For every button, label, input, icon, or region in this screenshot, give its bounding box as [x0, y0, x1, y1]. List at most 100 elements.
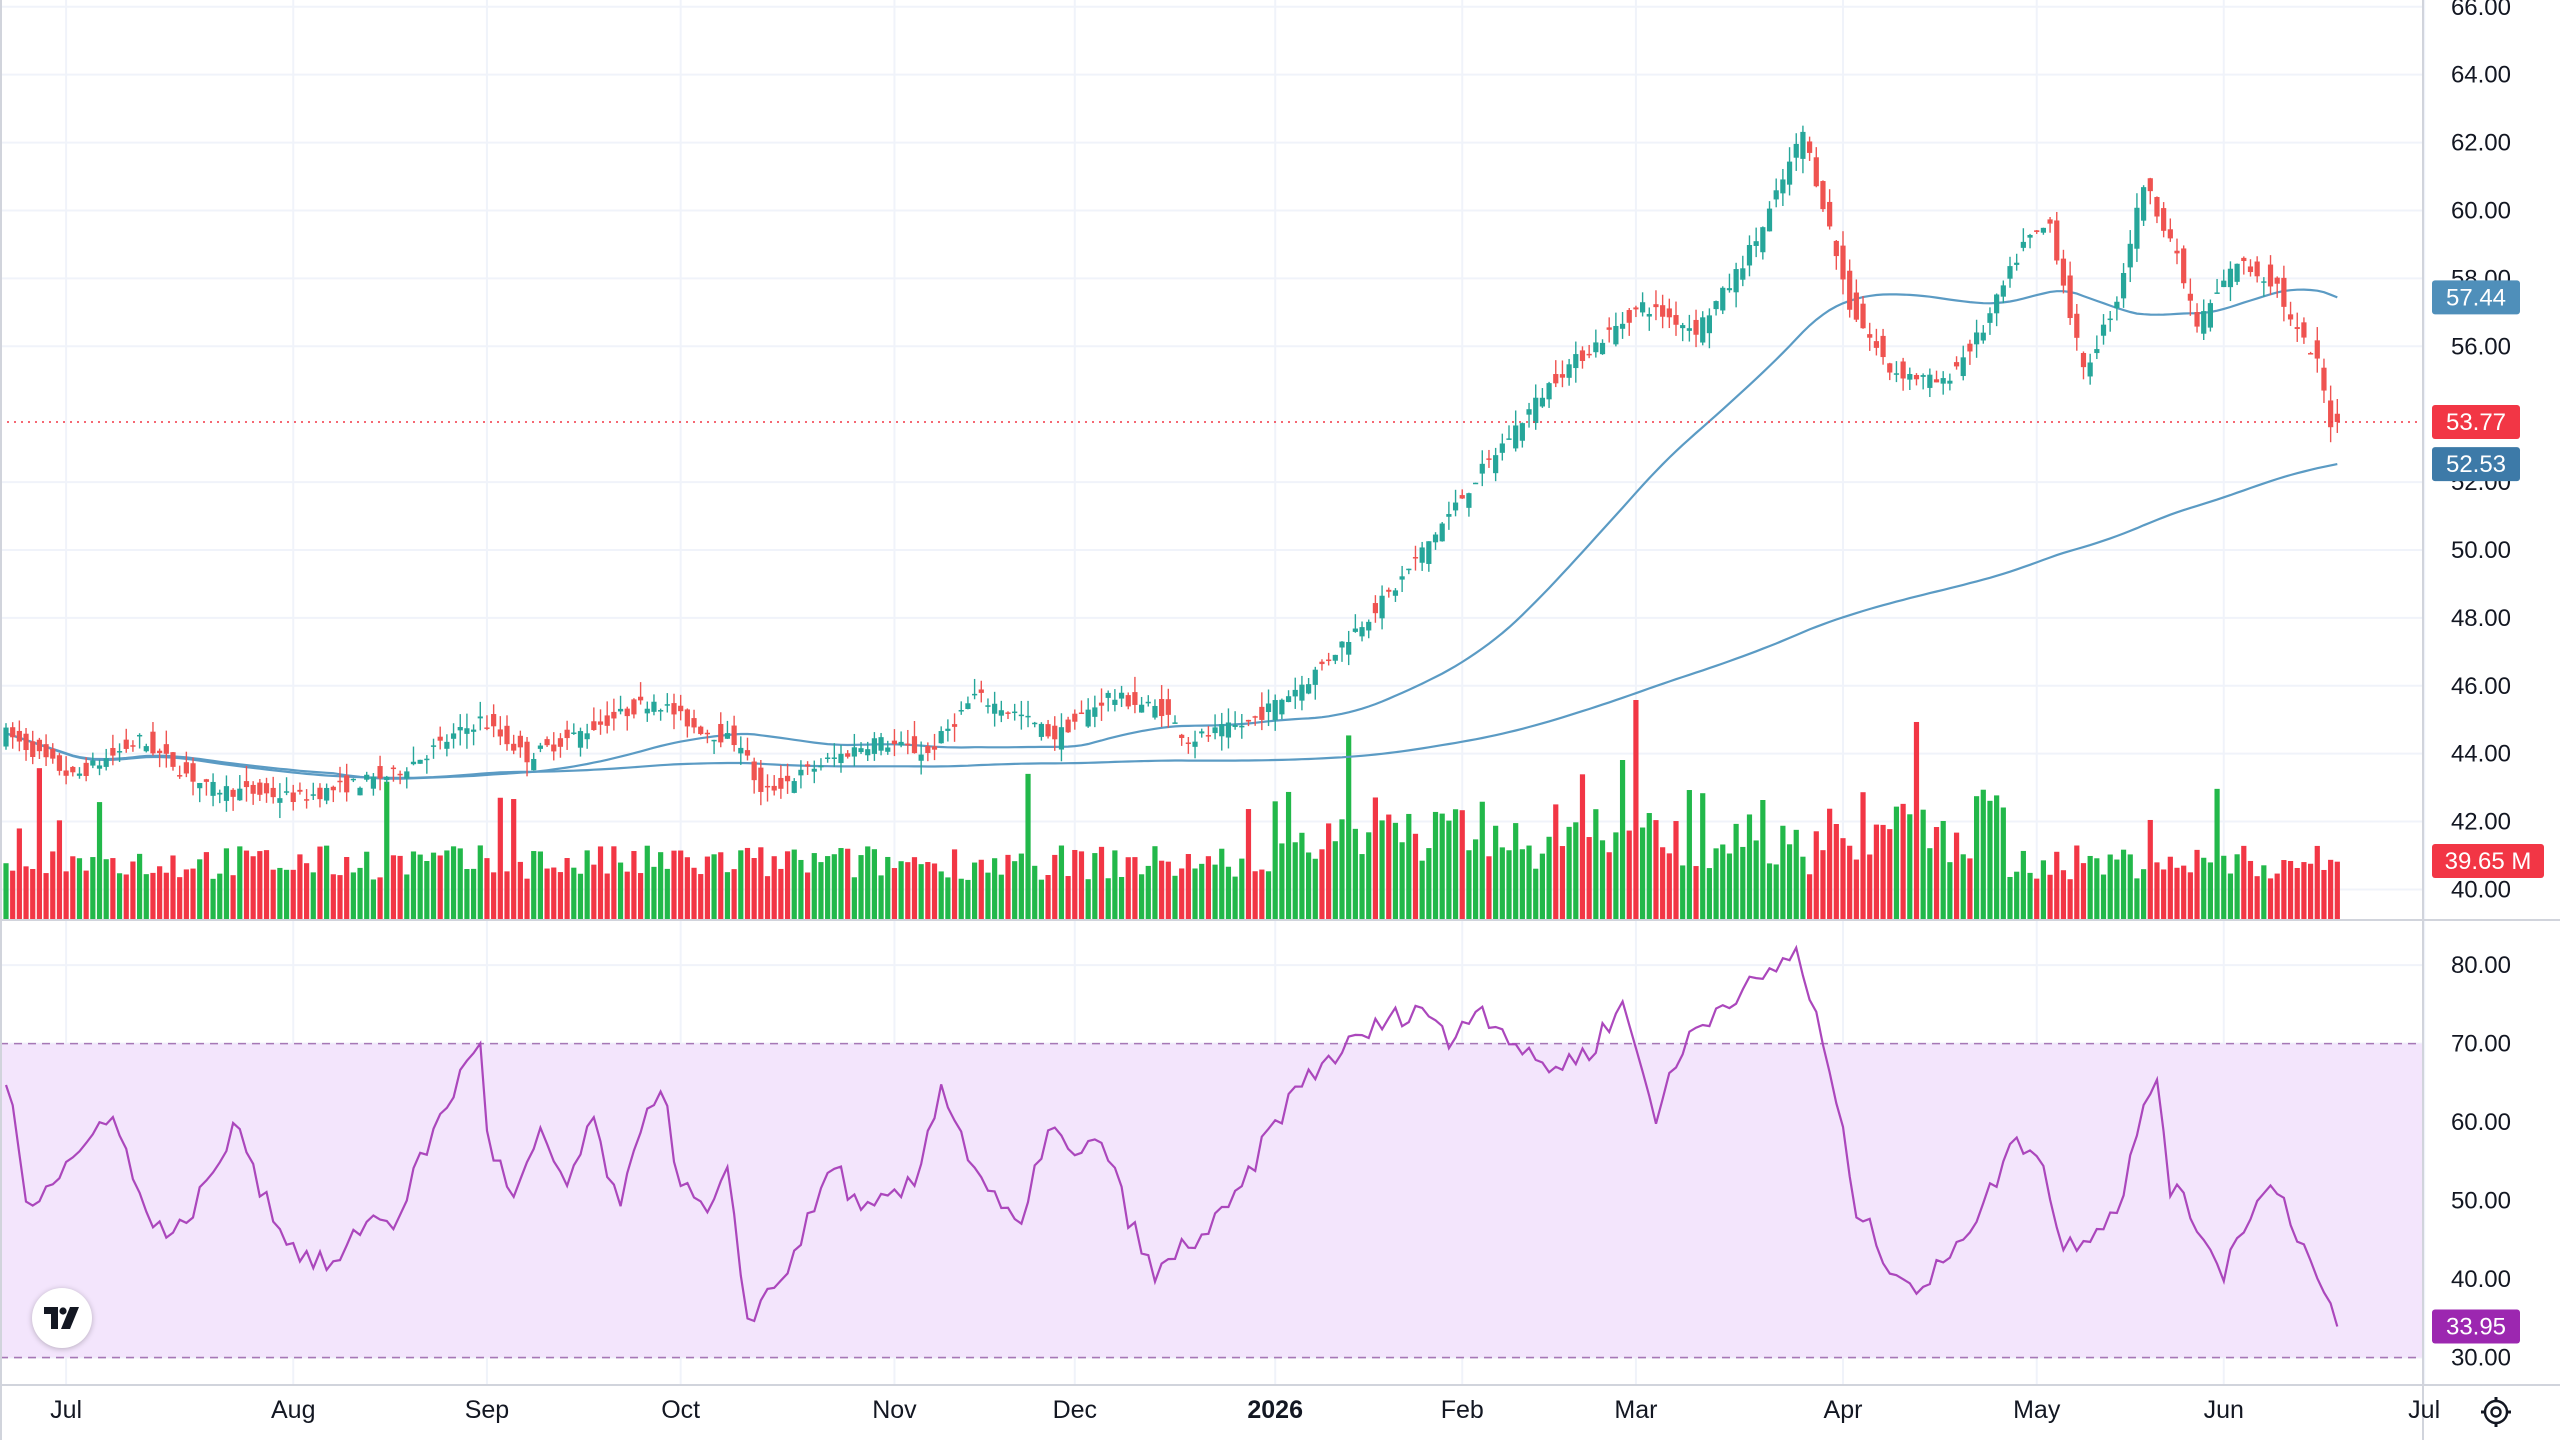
volume-bar [1974, 796, 1980, 920]
candle-body [1252, 716, 1258, 718]
moving-averages [5, 288, 2338, 780]
candle-body [364, 774, 370, 780]
volume-bar [784, 851, 791, 920]
volume-bar [2047, 874, 2053, 920]
candle-body [1185, 742, 1191, 745]
candle-body [658, 710, 664, 712]
volume-bar [504, 871, 510, 920]
candle-body [1766, 208, 1773, 232]
candle-body [1372, 603, 1378, 614]
candle-body [911, 736, 918, 754]
candle-body [257, 782, 263, 795]
candle-body [1439, 523, 1445, 542]
price-tick-label: 44.00 [2451, 741, 2511, 768]
volume-bar [1326, 823, 1332, 920]
candle-body [1346, 641, 1352, 655]
volume-bar [324, 845, 330, 920]
volume-bar [304, 863, 310, 920]
volume-bar [878, 875, 884, 920]
rsi-badge [2432, 1309, 2520, 1344]
volume-bar [1152, 846, 1158, 920]
candle-body [137, 734, 143, 737]
candle-body [1994, 294, 2000, 314]
candle-body [577, 731, 584, 748]
volume-bar [1052, 854, 1058, 920]
candle-body [1098, 702, 1105, 706]
rsi-axis-ticks[interactable]: 80.00 70.00 60.00 50.00 40.00 30.00 [2451, 952, 2511, 1371]
candle-body [1399, 576, 1405, 580]
time-tick-label: 2026 [1247, 1396, 1303, 1424]
volume-bar [1753, 840, 1759, 920]
volume-bar [1058, 845, 1065, 920]
volume-bar [330, 874, 336, 920]
candle-body [170, 752, 176, 767]
volume-bar [2241, 845, 2247, 920]
volume-bar [484, 858, 490, 920]
volume-bar [1666, 853, 1672, 920]
volume-bar [1673, 821, 1679, 920]
volume-bar [764, 876, 771, 920]
volume-bar [1766, 863, 1773, 920]
volume-bar [557, 872, 564, 920]
volume-bar [885, 856, 891, 920]
candle-body [1573, 354, 1579, 369]
rsi-tick-label: 60.00 [2451, 1109, 2511, 1136]
volume-bar [1259, 869, 1265, 920]
candle-body [597, 721, 604, 725]
candle-body [1319, 661, 1325, 665]
candle-body [1746, 245, 1753, 266]
time-axis-ticks[interactable]: Jul Aug Sep Oct Nov Dec 2026 Feb Mar Apr May Jun Jul [50, 1396, 2440, 1424]
volume-bar [157, 866, 163, 920]
candle-body [531, 758, 537, 771]
volume-bar [297, 854, 303, 920]
candle-body [3, 727, 9, 747]
candle-body [283, 791, 290, 793]
candle-body [1733, 269, 1739, 293]
volume-bar [1139, 874, 1145, 920]
volume-bar [778, 868, 784, 920]
volume-bar [1005, 854, 1011, 920]
volume-bar [517, 861, 523, 920]
volume-bar [845, 848, 851, 920]
volume-bar [1065, 876, 1071, 920]
volume-bar [2334, 861, 2340, 920]
time-tick-label: Oct [661, 1396, 700, 1424]
candle-body [457, 727, 463, 731]
candle-body [1072, 713, 1078, 722]
candle-body [1052, 725, 1058, 740]
volume-bar [1466, 850, 1472, 920]
candle-body [524, 741, 530, 763]
candle-body [1913, 374, 1920, 380]
volume-bar [1372, 797, 1378, 920]
candle-body [484, 727, 490, 729]
volume-bar [1279, 843, 1285, 920]
volume-bar [1506, 850, 1512, 920]
candle-body [2241, 257, 2247, 262]
candle-body [1887, 363, 1893, 373]
candle-body [1306, 684, 1312, 694]
volume-bar [898, 861, 904, 920]
volume-bar [811, 853, 817, 920]
candle-body [464, 728, 470, 734]
tradingview-logo-icon[interactable] [32, 1288, 92, 1348]
volume-bar [851, 877, 857, 920]
volume-bar [985, 872, 991, 920]
settings-gear-icon[interactable] [2478, 1394, 2514, 1430]
volume-bar [958, 878, 964, 920]
candle-body [1613, 325, 1619, 345]
volume-bar [50, 851, 56, 920]
volume-bar [1199, 863, 1205, 920]
volume-bar [370, 879, 376, 920]
volume-bar [1646, 813, 1652, 920]
volume-badge-text: 39.65 M [2445, 848, 2532, 875]
volume-bar [491, 872, 497, 920]
price-axis-ticks[interactable]: 66.0064.0062.0060.0058.0056.0052.0050.00… [2451, 0, 2511, 903]
volume-bar [76, 858, 83, 920]
candle-body [965, 703, 971, 709]
ma-fast-badge [2432, 280, 2520, 315]
candle-body [1773, 190, 1779, 200]
candle-body [1092, 707, 1098, 717]
volume-bar [2054, 851, 2060, 920]
candle-body [350, 778, 356, 781]
